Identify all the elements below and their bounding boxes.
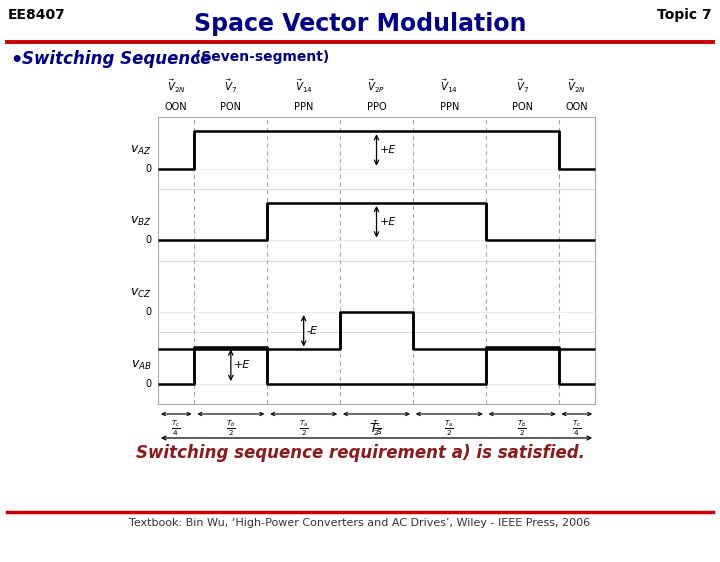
Text: $v_{AB}$: $v_{AB}$	[131, 359, 152, 372]
Text: 0: 0	[146, 379, 152, 389]
Text: $\frac{T_a}{2}$: $\frac{T_a}{2}$	[299, 418, 309, 438]
Text: -E: -E	[307, 326, 318, 336]
Text: $T_s$: $T_s$	[369, 422, 384, 437]
Text: +E: +E	[379, 217, 396, 226]
Text: 0: 0	[146, 307, 152, 317]
Text: $\frac{T_b}{2}$: $\frac{T_b}{2}$	[517, 418, 527, 438]
Text: 0: 0	[146, 164, 152, 174]
Text: $\vec{V}_{2P}$: $\vec{V}_{2P}$	[367, 78, 386, 95]
Text: +E: +E	[234, 360, 251, 370]
Text: PON: PON	[512, 102, 533, 112]
Text: OON: OON	[165, 102, 187, 112]
Text: $\frac{T_a}{2}$: $\frac{T_a}{2}$	[444, 418, 454, 438]
Text: $v_{CZ}$: $v_{CZ}$	[130, 287, 152, 300]
Text: EE8407: EE8407	[8, 8, 66, 22]
Text: $\vec{V}_{7}$: $\vec{V}_{7}$	[516, 78, 528, 95]
Text: $v_{BZ}$: $v_{BZ}$	[130, 215, 152, 228]
Text: Topic 7: Topic 7	[657, 8, 712, 22]
Text: Switching sequence requirement a) is satisfied.: Switching sequence requirement a) is sat…	[135, 444, 585, 462]
Text: $\vec{V}_{2N}$: $\vec{V}_{2N}$	[567, 78, 586, 95]
Text: $\frac{T_b}{2}$: $\frac{T_b}{2}$	[226, 418, 235, 438]
Text: OON: OON	[565, 102, 588, 112]
Text: 0: 0	[146, 235, 152, 246]
Text: $v_{AZ}$: $v_{AZ}$	[130, 143, 152, 157]
Text: $\frac{T_c}{4}$: $\frac{T_c}{4}$	[171, 418, 181, 438]
Text: (Seven-segment): (Seven-segment)	[190, 50, 329, 64]
Text: $\vec{V}_{14}$: $\vec{V}_{14}$	[441, 78, 459, 95]
Text: $\vec{V}_{7}$: $\vec{V}_{7}$	[224, 78, 238, 95]
Text: PPN: PPN	[440, 102, 459, 112]
Text: +E: +E	[379, 145, 396, 155]
Text: PPN: PPN	[294, 102, 313, 112]
Text: Space Vector Modulation: Space Vector Modulation	[194, 12, 526, 36]
Text: Switching Sequence: Switching Sequence	[22, 50, 212, 68]
Text: $\frac{T_c}{4}$: $\frac{T_c}{4}$	[572, 418, 582, 438]
Text: $\vec{V}_{2N}$: $\vec{V}_{2N}$	[166, 78, 186, 95]
Text: Textbook: Bin Wu, ‘High-Power Converters and AC Drives’, Wiley - IEEE Press, 200: Textbook: Bin Wu, ‘High-Power Converters…	[130, 518, 590, 528]
Text: •: •	[10, 51, 22, 70]
Text: PON: PON	[220, 102, 241, 112]
Text: $\frac{T_c}{2}$: $\frac{T_c}{2}$	[372, 418, 381, 438]
Text: PPO: PPO	[366, 102, 387, 112]
Text: $\vec{V}_{14}$: $\vec{V}_{14}$	[294, 78, 312, 95]
